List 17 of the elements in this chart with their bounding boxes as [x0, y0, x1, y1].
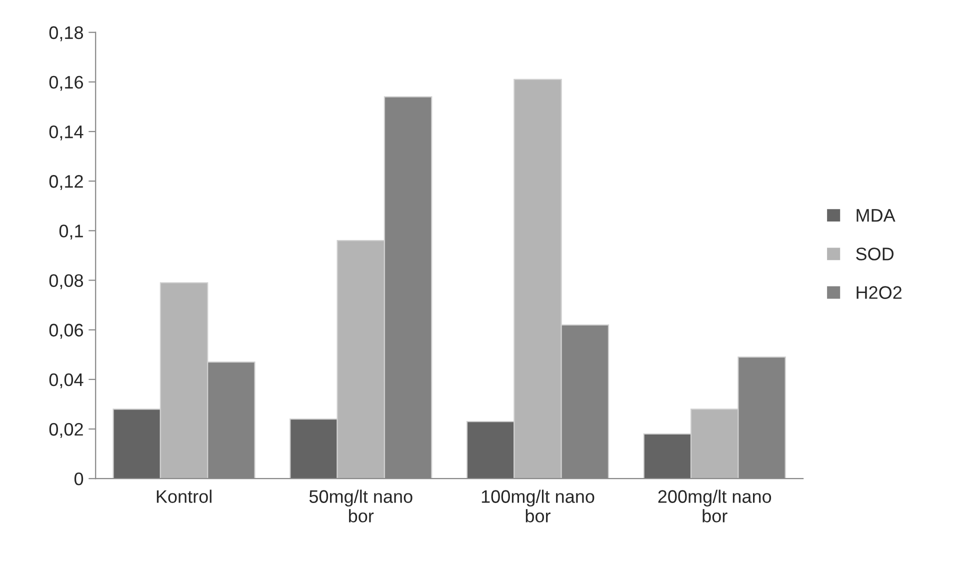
y-tick-label: 0,14	[49, 125, 84, 140]
x-tick-label: 100mg/lt nano bor	[482, 490, 594, 522]
y-tick-label: 0,02	[49, 422, 83, 438]
legend-label: H2O2	[856, 286, 902, 299]
y-tick-label: 0,12	[49, 175, 83, 190]
y-tick-label: 0,08	[49, 274, 84, 290]
y-tick-label: 0,16	[49, 76, 84, 91]
x-tick-label: 200mg/lt nano bor	[658, 490, 772, 522]
y-tick-label: 0	[74, 472, 84, 486]
y-tick-label: 0,18	[49, 26, 84, 42]
legend-label: SOD	[856, 248, 894, 260]
legend-label: MDA	[856, 209, 896, 222]
y-tick-label: 0,04	[49, 373, 84, 388]
x-tick-label: Kontrol	[156, 490, 212, 503]
y-tick-label: 0,1	[59, 224, 83, 240]
x-tick-label: 50mg/lt nano bor	[309, 490, 412, 522]
y-tick-label: 0,06	[49, 324, 84, 339]
